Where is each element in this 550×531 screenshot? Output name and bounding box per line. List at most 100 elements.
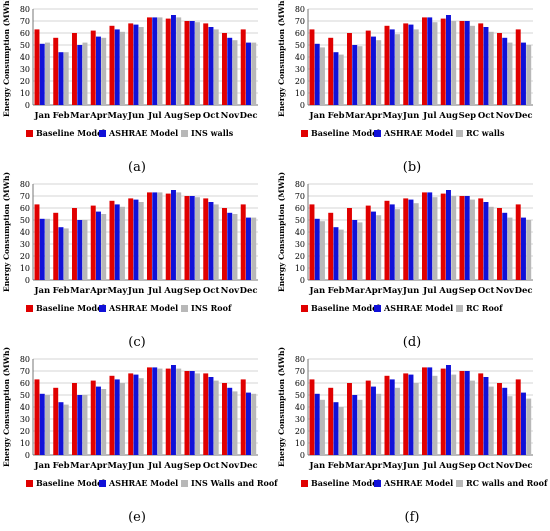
bar-baseline-model <box>184 196 190 280</box>
bar-ashrae-model <box>446 365 451 455</box>
chart-panel: 0 10 20 30 40 50 60 70 80 Energy Consumption (MWh… <box>2 0 258 175</box>
bar-rc-walls-and-roof <box>526 398 532 455</box>
bar-baseline-model <box>109 25 115 105</box>
y-tick-label: 50 <box>295 216 305 225</box>
x-tick-label: May <box>382 461 403 471</box>
bar-baseline-model <box>165 193 171 280</box>
bar-baseline-model <box>515 204 521 280</box>
y-tick-label: 0 <box>300 101 305 110</box>
y-axis-label: Energy Consumption (MWh) <box>277 172 286 292</box>
legend-swatch <box>374 305 381 312</box>
bar-baseline-model <box>347 208 352 280</box>
bar-ashrae-model <box>371 211 376 280</box>
bar-ashrae-model <box>502 212 508 280</box>
bar-ashrae-model <box>58 227 64 280</box>
bar-rc-roof <box>470 199 475 280</box>
bar-ashrae-model <box>114 29 120 105</box>
bar-ins-walls-and-roof <box>82 395 88 455</box>
x-tick-label: Mar <box>70 111 90 121</box>
bar-rc-roof <box>376 215 382 280</box>
bar-rc-roof <box>320 221 325 280</box>
bar-ins-walls <box>63 52 69 105</box>
bar-ashrae-model <box>152 192 158 280</box>
x-tick-label: Sep <box>459 286 477 296</box>
bar-baseline-model <box>34 204 40 280</box>
bar-ashrae-model <box>246 392 251 455</box>
legend-swatch <box>301 305 308 312</box>
bar-ins-walls <box>195 22 200 106</box>
y-tick-label: 30 <box>295 415 305 424</box>
x-tick-label: Mar <box>70 286 90 296</box>
x-tick-label: Sep <box>184 111 202 121</box>
x-tick-label: Mar <box>345 286 365 296</box>
bar-rc-walls <box>338 54 344 105</box>
bar-ashrae-model <box>133 24 139 106</box>
y-tick-label: 0 <box>25 101 30 110</box>
bar-baseline-model <box>384 375 390 455</box>
bar-ins-walls <box>101 37 107 105</box>
x-tick-label: May <box>107 286 128 296</box>
bar-ashrae-model <box>171 190 176 280</box>
bar-baseline-model <box>240 204 246 280</box>
bar-ashrae-model <box>483 202 489 280</box>
bar-baseline-model <box>72 33 77 105</box>
bar-baseline-model <box>515 379 521 455</box>
bar-ins-walls-and-roof <box>45 395 50 455</box>
bar-baseline-model <box>222 33 227 105</box>
bar-baseline-model <box>497 208 502 280</box>
legend-swatch <box>456 130 463 137</box>
panel-caption: (f) <box>405 510 420 525</box>
x-tick-label: Oct <box>478 461 495 471</box>
x-tick-label: Jun <box>127 461 144 471</box>
chart-panel: 0 10 20 30 40 50 60 70 80 Energy Consumption (MWh… <box>277 347 548 525</box>
bar-baseline-model <box>90 380 96 455</box>
bar-ins-roof <box>138 202 144 280</box>
x-tick-label: Jul <box>147 286 162 296</box>
bar-ins-roof <box>251 217 257 280</box>
bar-rc-roof <box>338 229 344 280</box>
y-tick-label: 30 <box>20 415 30 424</box>
bar-baseline-model <box>459 21 465 105</box>
bar-rc-walls <box>320 47 325 105</box>
bar-baseline-model <box>440 368 446 455</box>
bar-baseline-model <box>440 18 446 106</box>
bar-baseline-model <box>90 205 96 280</box>
y-axis-label: Energy Consumption (MWh) <box>277 347 286 467</box>
x-tick-label: Nov <box>496 111 515 121</box>
legend-label: Baseline Model <box>311 478 380 488</box>
bar-baseline-model <box>109 200 115 280</box>
y-tick-label: 20 <box>295 252 305 261</box>
y-tick-label: 20 <box>295 77 305 86</box>
chart-panel: 0 10 20 30 40 50 60 70 80 Energy Consumption (MWh… <box>277 172 533 350</box>
x-tick-label: Jan <box>309 111 326 121</box>
bar-ashrae-model <box>171 365 176 455</box>
bar-ashrae-model <box>502 37 508 105</box>
x-tick-label: Feb <box>328 286 345 296</box>
y-tick-label: 10 <box>295 264 305 273</box>
bar-baseline-model <box>478 23 484 105</box>
bar-ashrae-model <box>446 15 451 105</box>
x-tick-label: Apr <box>364 461 383 471</box>
x-tick-label: May <box>382 111 403 121</box>
bar-ashrae-model <box>408 199 414 280</box>
x-tick-label: Sep <box>184 461 202 471</box>
bar-baseline-model <box>222 383 227 455</box>
panel-caption: (d) <box>403 335 421 350</box>
x-tick-label: Aug <box>438 111 458 121</box>
bar-rc-walls-and-roof <box>470 380 475 455</box>
y-tick-label: 50 <box>20 216 30 225</box>
legend-label: RC Roof <box>466 303 503 313</box>
bar-ins-walls <box>213 29 219 105</box>
bar-baseline-model <box>478 198 484 280</box>
bar-ins-roof <box>101 214 107 280</box>
legend-label: Baseline Model <box>36 478 105 488</box>
x-tick-label: Jun <box>402 286 419 296</box>
y-axis-label: Energy Consumption (MWh) <box>2 347 11 467</box>
bar-baseline-model <box>422 192 427 280</box>
bar-rc-walls-and-roof <box>320 399 325 455</box>
x-tick-label: Dec <box>240 286 258 296</box>
panel-caption: (a) <box>128 160 146 175</box>
bar-rc-walls <box>526 45 532 105</box>
bar-rc-walls <box>432 22 438 106</box>
bar-baseline-model <box>165 368 171 455</box>
